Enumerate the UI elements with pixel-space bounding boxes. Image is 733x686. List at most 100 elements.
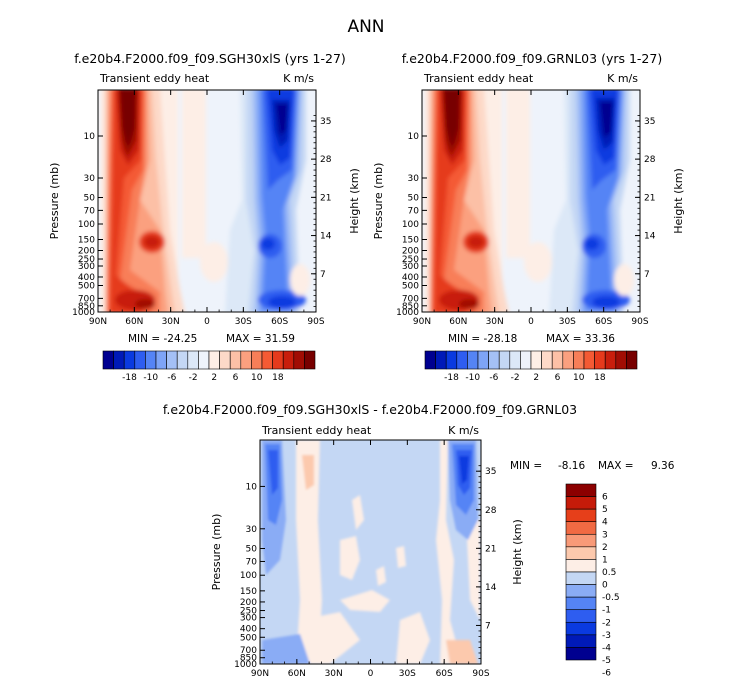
height-tick-label: 14 (485, 583, 497, 593)
colorbar-swatch (293, 350, 305, 370)
pressure-tick-label: 200 (78, 246, 95, 256)
pressure-tick-label: 850 (78, 302, 95, 312)
height-tick-label: 21 (644, 193, 655, 203)
x-tick-label: 0 (368, 669, 374, 679)
colorbar-label: 0.5 (602, 568, 616, 578)
panel-diff-y2label: Height (km) (511, 519, 524, 585)
pressure-tick-label: 50 (246, 544, 258, 554)
pressure-tick-label: 70 (84, 206, 96, 216)
colorbar-label: 3 (602, 530, 608, 540)
height-tick-label: 28 (644, 155, 656, 165)
colorbar-swatch (565, 483, 597, 497)
panel-grn-ylabel: Pressure (mb) (372, 163, 385, 240)
pressure-tick-label: 30 (246, 525, 258, 535)
panel-sgh-field (98, 90, 316, 312)
colorbar-swatch (551, 350, 564, 370)
pressure-tick-label: 500 (240, 633, 257, 643)
pressure-tick-label: 30 (84, 174, 96, 184)
x-tick-label: 90S (307, 317, 324, 327)
x-tick-label: 90N (413, 317, 431, 327)
pressure-tick-label: 70 (408, 206, 420, 216)
colorbar-swatch (626, 350, 638, 370)
x-tick-label: 60N (449, 317, 467, 327)
panel-diff-min-value: -8.16 (558, 460, 585, 472)
colorbar-label: 6 (555, 373, 561, 383)
x-tick-label: 30S (235, 317, 252, 327)
colorbar-label: -4 (602, 643, 611, 653)
colorbar-swatch (176, 350, 189, 370)
pressure-tick-label: 400 (402, 273, 419, 283)
x-tick-label: 90N (89, 317, 107, 327)
colorbar-label: 6 (233, 373, 239, 383)
colorbar-swatch (615, 350, 627, 370)
panel-grn-axes: 90N 60N 30N 0 30S 60S 90S103050701001502002503… (396, 90, 656, 327)
pressure-tick-label: 10 (84, 132, 96, 142)
height-tick-label: 7 (644, 270, 650, 280)
colorbar-swatch (583, 350, 595, 370)
colorbar-label: -18 (444, 373, 459, 383)
colorbar-label: -2 (511, 373, 520, 383)
x-tick-label: 30S (559, 317, 576, 327)
colorbar-swatch (424, 350, 436, 370)
colorbar-label: 4 (602, 518, 608, 528)
height-tick-label: 21 (485, 544, 496, 554)
pressure-tick-label: 150 (78, 236, 95, 246)
panel-grn-units: K m/s (607, 72, 638, 85)
pressure-tick-label: 300 (240, 614, 257, 624)
colorbar-label: -18 (122, 373, 137, 383)
pressure-tick-label: 500 (402, 282, 419, 292)
pressure-tick-label: 850 (402, 302, 419, 312)
x-tick-label: 0 (528, 317, 534, 327)
colorbar-swatch (166, 350, 178, 370)
colorbar-swatch (134, 350, 146, 370)
x-tick-label: 60N (125, 317, 143, 327)
height-tick-label: 7 (485, 621, 491, 631)
height-tick-label: 35 (644, 117, 655, 127)
colorbar-swatch (467, 350, 479, 370)
colorbar-label: 10 (251, 373, 263, 383)
colorbar-label: 6 (602, 493, 608, 503)
pressure-tick-label: 50 (84, 194, 96, 204)
pressure-tick-label: 200 (240, 598, 257, 608)
colorbar-label: 1 (602, 555, 608, 565)
colorbar-swatch (282, 350, 295, 370)
colorbar-swatch (488, 350, 500, 370)
panel-diff-axes: 90N 60N 30N 0 30S 60S 90S103050701001502002503… (234, 440, 497, 679)
colorbar-swatch (187, 350, 199, 370)
panel-diff-colorbar: 6 5 4 3 2 1 0.5 0 -0.5 -1 -2 -3 -4 -5 -6 (565, 483, 620, 679)
pressure-tick-label: 850 (240, 654, 257, 664)
colorbar-swatch (498, 350, 511, 370)
colorbar-label: -2 (189, 373, 198, 383)
colorbar-swatch (573, 350, 585, 370)
colorbar-swatch (562, 350, 574, 370)
colorbar-label: -6 (167, 373, 176, 383)
pressure-tick-label: 10 (246, 482, 258, 492)
pressure-tick-label: 1000 (234, 660, 257, 670)
panel-diff-field (260, 440, 481, 664)
x-tick-label: 90S (631, 317, 648, 327)
x-tick-label: 30N (325, 669, 343, 679)
colorbar-label: 10 (573, 373, 585, 383)
panel-grn-field-label: Transient eddy heat (423, 72, 534, 85)
colorbar-label: 2 (211, 373, 217, 383)
panel-grn: f.e20b4.F2000.f09_f09.GRNL03 (yrs 1-27) … (372, 51, 685, 383)
colorbar-swatch (565, 647, 597, 661)
x-tick-label: 60S (436, 669, 453, 679)
x-tick-label: 30S (399, 669, 416, 679)
panel-diff-title: f.e20b4.F2000.f09_f09.SGH30xlS - f.e20b4… (163, 402, 577, 417)
colorbar-swatch (565, 634, 597, 648)
panel-grn-colorbar: -18 -10 -6 -2 2 6 10 18 (424, 350, 638, 383)
colorbar-swatch (530, 350, 542, 370)
x-tick-label: 60N (288, 669, 306, 679)
colorbar-swatch (208, 350, 220, 370)
height-tick-label: 7 (320, 270, 326, 280)
colorbar-swatch (435, 350, 447, 370)
colorbar-swatch (445, 350, 458, 370)
colorbar-label: 18 (594, 373, 606, 383)
pressure-tick-label: 150 (402, 236, 419, 246)
colorbar-swatch (251, 350, 263, 370)
panel-diff-field-label: Transient eddy heat (261, 424, 372, 437)
pressure-tick-label: 700 (240, 646, 257, 656)
panel-grn-title: f.e20b4.F2000.f09_f09.GRNL03 (yrs 1-27) (402, 51, 662, 66)
